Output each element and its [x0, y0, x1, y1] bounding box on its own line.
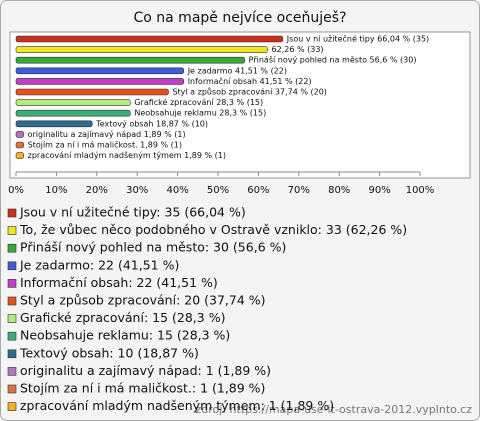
legend-swatch — [7, 331, 17, 341]
x-tick-label: 40% — [166, 185, 188, 196]
legend-swatch — [7, 367, 17, 376]
source: zdroj: https://mapa-use-it-ostrava-2012.… — [195, 403, 472, 416]
legend-swatch — [7, 296, 17, 306]
legend-label: Přináší nový pohled na město: 30 (56,6 %… — [20, 240, 286, 255]
bar-label: Grafické zpracování 28,3 % (15) — [134, 97, 263, 107]
bar-label: Stojím za ní i má maličkost. 1,89 % (1) — [28, 140, 182, 150]
bar-label: Neobsahuje reklamu 28,3 % (15) — [134, 109, 266, 118]
bar-label: Jsou v ní užitečné tipy 66,04 % (35) — [286, 34, 429, 44]
legend-swatch — [7, 384, 17, 394]
legend-swatch — [7, 279, 17, 288]
x-tick-label: 60% — [247, 185, 269, 196]
legend-swatch — [7, 349, 17, 359]
legend-label: Styl a způsob zpracování: 20 (37,74 %) — [20, 293, 266, 308]
legend-swatch — [7, 243, 17, 253]
x-tick-label: 0% — [8, 185, 24, 196]
bar-label: Textový obsah 18,87 % (10) — [95, 119, 208, 128]
bar-label: Styl a způsob zpracování 37,74 % (20) — [172, 87, 326, 97]
bar — [15, 46, 268, 53]
legend-swatch — [7, 226, 17, 235]
bar-label: zpracování mladým nadšeným týmem 1,89 % … — [28, 150, 226, 160]
bar — [15, 152, 24, 159]
x-tick-label: 70% — [288, 185, 310, 196]
legend-swatch — [7, 402, 17, 411]
x-tick-label: 30% — [126, 185, 148, 196]
bar — [15, 56, 245, 64]
x-tick-label: 100% — [406, 185, 435, 196]
bar — [15, 131, 24, 138]
bar — [15, 120, 93, 128]
bar — [15, 67, 185, 75]
bar — [15, 88, 169, 96]
legend-label: Je zadarmo: 22 (41,51 %) — [19, 257, 179, 272]
bar — [15, 35, 284, 43]
legend-swatch — [7, 208, 17, 218]
legend-label: Textový obsah: 10 (18,87 %) — [19, 345, 199, 360]
legend-label: originalitu a zajímavý nápad: 1 (1,89 %) — [20, 363, 271, 378]
legend-label: To, že vůbec něco podobného v Ostravě vz… — [19, 222, 407, 237]
bar — [15, 141, 24, 149]
legend-label: zpracování mladým nadšeným týmem: 1 (1,8… — [20, 398, 334, 413]
legend-label: Jsou v ní užitečné tipy: 35 (66,04 %) — [19, 205, 246, 220]
bar-label: Informační obsah 41,51 % (22) — [188, 76, 312, 86]
bar-label: 62,26 % (33) — [272, 45, 324, 54]
legend-label: Stojím za ní i má maličkost.: 1 (1,89 %) — [20, 381, 265, 396]
legend-label: Informační obsah: 22 (41,51 %) — [20, 275, 218, 290]
bar-label: Je zadarmo 41,51 % (22) — [187, 66, 287, 75]
x-tick-label: 80% — [328, 185, 350, 196]
bar — [15, 78, 185, 85]
bar-label: Přináší nový pohled na město 56,6 % (30) — [249, 55, 417, 65]
x-tick-label: 90% — [368, 185, 390, 196]
legend-label: Grafické zpracování: 15 (28,3 %) — [20, 310, 225, 325]
legend-swatch — [7, 314, 17, 323]
bar — [15, 99, 131, 106]
x-tick-label: 20% — [86, 185, 108, 196]
chart-title: Co na mapě nejvíce oceňuješ? — [133, 10, 346, 26]
bar-label: originalitu a zajímavý nápad 1,89 % (1) — [28, 130, 186, 139]
x-tick-label: 50% — [207, 185, 229, 196]
x-tick-label: 10% — [45, 185, 67, 196]
legend-label: Neobsahuje reklamu: 15 (28,3 %) — [20, 328, 230, 343]
bar — [15, 109, 131, 117]
legend-swatch — [7, 261, 17, 271]
